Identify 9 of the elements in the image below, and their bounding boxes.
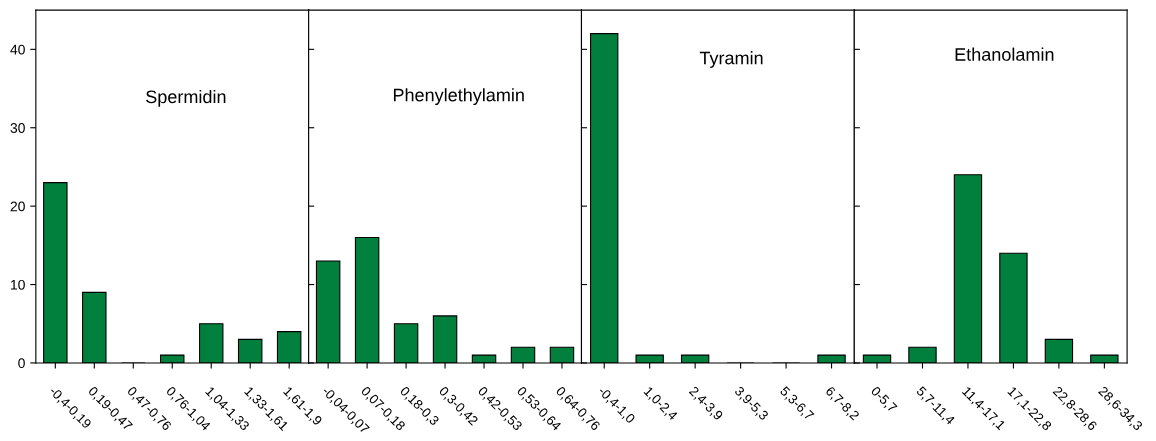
y-tick-label: 10 <box>11 279 25 290</box>
y-tick-label: 40 <box>10 44 25 55</box>
text: Ethanolamin <box>955 47 1054 61</box>
y-tick-label: 20 <box>10 201 25 212</box>
y-tick-label: 0 <box>18 358 25 369</box>
text: Tyramin <box>699 51 763 68</box>
text: Phenylethylamin <box>393 88 524 105</box>
y-tick-label: 30 <box>10 123 25 133</box>
text: Spermidin <box>146 89 226 107</box>
